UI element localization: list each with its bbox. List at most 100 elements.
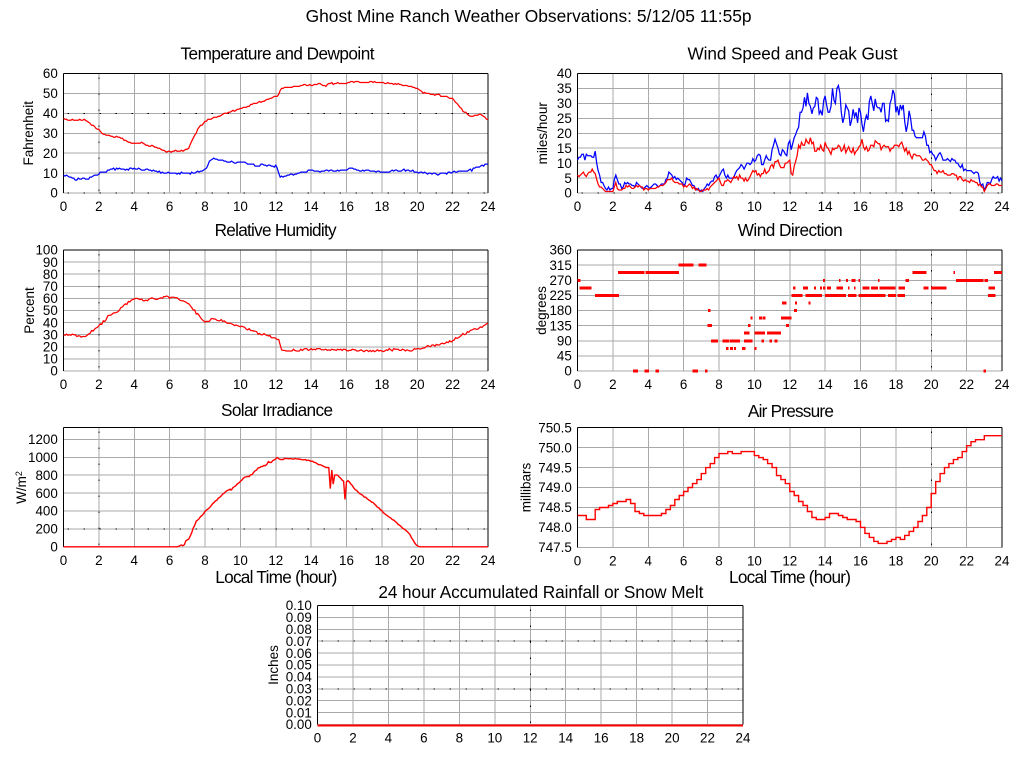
svg-text:degrees: degrees bbox=[534, 286, 549, 335]
svg-text:W/m2: W/m2 bbox=[14, 471, 29, 504]
svg-text:10: 10 bbox=[43, 166, 58, 181]
svg-text:748.0: 748.0 bbox=[538, 520, 572, 535]
svg-text:20: 20 bbox=[410, 199, 425, 214]
svg-text:25: 25 bbox=[557, 111, 572, 126]
svg-text:35: 35 bbox=[557, 81, 572, 96]
svg-text:12: 12 bbox=[268, 377, 283, 392]
svg-text:20: 20 bbox=[665, 731, 680, 746]
svg-text:2: 2 bbox=[609, 199, 616, 214]
svg-text:Air Pressure: Air Pressure bbox=[748, 401, 834, 421]
svg-text:135: 135 bbox=[549, 318, 571, 333]
svg-text:400: 400 bbox=[35, 504, 57, 519]
svg-text:0: 0 bbox=[60, 199, 67, 214]
svg-text:16: 16 bbox=[853, 199, 868, 214]
svg-text:0.07: 0.07 bbox=[286, 634, 312, 649]
svg-text:10: 10 bbox=[557, 156, 572, 171]
svg-text:Inches: Inches bbox=[266, 645, 281, 685]
svg-text:18: 18 bbox=[888, 199, 903, 214]
svg-text:10: 10 bbox=[233, 553, 248, 568]
svg-text:8: 8 bbox=[715, 554, 722, 569]
svg-text:18: 18 bbox=[888, 377, 903, 392]
svg-text:22: 22 bbox=[445, 377, 460, 392]
svg-text:0: 0 bbox=[564, 364, 571, 379]
svg-text:70: 70 bbox=[43, 279, 58, 294]
svg-text:2: 2 bbox=[609, 377, 616, 392]
svg-text:18: 18 bbox=[374, 377, 389, 392]
svg-text:600: 600 bbox=[35, 486, 57, 501]
svg-text:50: 50 bbox=[43, 303, 58, 318]
svg-text:0: 0 bbox=[60, 377, 67, 392]
svg-text:22: 22 bbox=[700, 731, 715, 746]
svg-text:4: 4 bbox=[644, 377, 652, 392]
svg-text:0.10: 0.10 bbox=[286, 598, 312, 613]
svg-text:0.05: 0.05 bbox=[286, 658, 312, 673]
svg-text:10: 10 bbox=[233, 377, 248, 392]
svg-text:750.0: 750.0 bbox=[538, 440, 572, 455]
svg-text:0.06: 0.06 bbox=[286, 646, 312, 661]
svg-text:0.00: 0.00 bbox=[286, 717, 312, 732]
svg-text:16: 16 bbox=[853, 554, 868, 569]
svg-text:15: 15 bbox=[557, 141, 572, 156]
svg-text:80: 80 bbox=[43, 267, 58, 282]
svg-text:Local Time (hour): Local Time (hour) bbox=[215, 567, 337, 587]
svg-text:8: 8 bbox=[201, 553, 208, 568]
svg-text:20: 20 bbox=[43, 146, 58, 161]
svg-text:0.03: 0.03 bbox=[286, 682, 312, 697]
svg-text:748.5: 748.5 bbox=[538, 500, 572, 515]
svg-text:Local Time (hour): Local Time (hour) bbox=[729, 567, 851, 587]
svg-text:50: 50 bbox=[43, 86, 58, 101]
svg-text:miles/hour: miles/hour bbox=[535, 102, 550, 165]
svg-text:750.5: 750.5 bbox=[538, 420, 572, 435]
svg-text:30: 30 bbox=[43, 327, 58, 342]
svg-text:Relative Humidity: Relative Humidity bbox=[215, 220, 337, 240]
svg-text:6: 6 bbox=[680, 377, 687, 392]
svg-text:0.08: 0.08 bbox=[286, 622, 312, 637]
svg-text:8: 8 bbox=[201, 377, 208, 392]
svg-text:6: 6 bbox=[166, 199, 173, 214]
svg-text:20: 20 bbox=[43, 340, 58, 355]
svg-text:24: 24 bbox=[995, 554, 1010, 569]
svg-text:10: 10 bbox=[43, 352, 58, 367]
svg-text:Percent: Percent bbox=[22, 287, 37, 334]
svg-text:22: 22 bbox=[959, 199, 974, 214]
svg-text:14: 14 bbox=[818, 554, 833, 569]
svg-text:45: 45 bbox=[557, 349, 572, 364]
svg-text:12: 12 bbox=[523, 731, 538, 746]
svg-text:20: 20 bbox=[410, 553, 425, 568]
svg-text:18: 18 bbox=[888, 554, 903, 569]
svg-text:10: 10 bbox=[747, 554, 762, 569]
svg-text:16: 16 bbox=[339, 199, 354, 214]
svg-text:60: 60 bbox=[43, 66, 58, 81]
svg-text:Fahrenheit: Fahrenheit bbox=[21, 101, 36, 166]
svg-text:2: 2 bbox=[609, 554, 616, 569]
svg-text:0: 0 bbox=[564, 186, 571, 201]
svg-text:60: 60 bbox=[43, 291, 58, 306]
svg-text:360: 360 bbox=[549, 243, 571, 258]
svg-text:749.0: 749.0 bbox=[538, 480, 572, 495]
svg-text:5: 5 bbox=[564, 171, 571, 186]
svg-text:200: 200 bbox=[35, 522, 57, 537]
svg-text:0.02: 0.02 bbox=[286, 693, 312, 708]
svg-text:14: 14 bbox=[304, 553, 319, 568]
svg-text:24: 24 bbox=[995, 377, 1010, 392]
svg-text:8: 8 bbox=[715, 377, 722, 392]
svg-text:14: 14 bbox=[818, 199, 833, 214]
svg-text:18: 18 bbox=[629, 731, 644, 746]
svg-text:24: 24 bbox=[995, 199, 1010, 214]
svg-text:0.09: 0.09 bbox=[286, 610, 312, 625]
svg-text:180: 180 bbox=[549, 303, 571, 318]
svg-text:20: 20 bbox=[924, 377, 939, 392]
svg-text:millibars: millibars bbox=[519, 463, 534, 513]
svg-text:1000: 1000 bbox=[28, 450, 58, 465]
svg-text:0: 0 bbox=[50, 540, 57, 555]
svg-text:40: 40 bbox=[557, 66, 572, 81]
svg-text:12: 12 bbox=[782, 199, 797, 214]
svg-text:14: 14 bbox=[304, 199, 319, 214]
svg-text:0.01: 0.01 bbox=[286, 705, 312, 720]
svg-text:Ghost Mine Ranch Weather Obser: Ghost Mine Ranch Weather Observations: 5… bbox=[306, 6, 752, 26]
svg-text:24: 24 bbox=[481, 199, 496, 214]
svg-text:4: 4 bbox=[130, 553, 138, 568]
svg-text:4: 4 bbox=[644, 199, 652, 214]
svg-text:0: 0 bbox=[60, 553, 67, 568]
svg-text:749.5: 749.5 bbox=[538, 460, 572, 475]
